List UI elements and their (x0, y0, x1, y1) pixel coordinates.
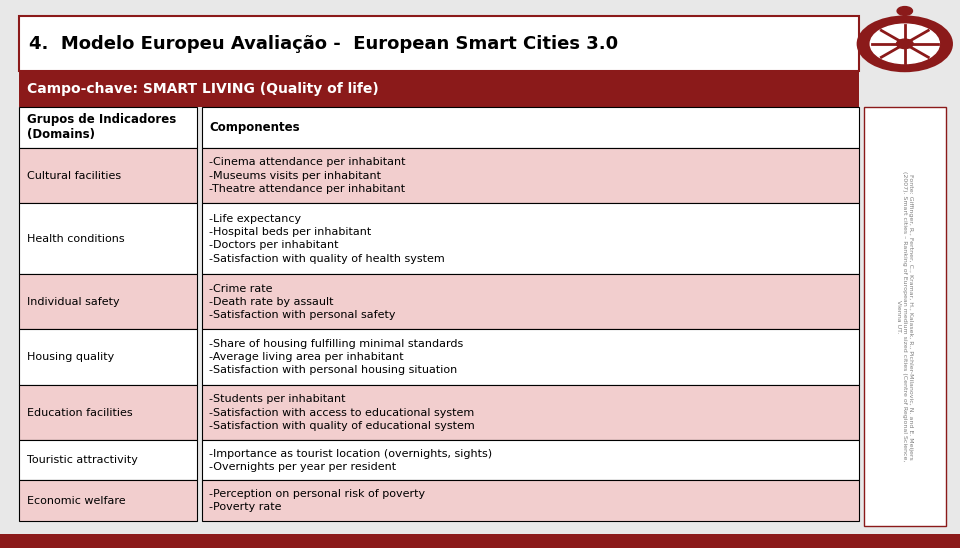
Text: Health conditions: Health conditions (27, 233, 125, 244)
Text: -Cinema attendance per inhabitant
-Museums visits per inhabitant
-Theatre attend: -Cinema attendance per inhabitant -Museu… (209, 157, 406, 194)
Text: Fonte: Giffinger, R., Fertner, C., Kramar, H., Kalasek, R., Pichler-Milanovic, N: Fonte: Giffinger, R., Fertner, C., Krama… (896, 172, 914, 461)
Text: Touristic attractivity: Touristic attractivity (27, 455, 137, 465)
Text: Economic welfare: Economic welfare (27, 495, 126, 505)
Text: Cultural facilities: Cultural facilities (27, 170, 121, 181)
FancyBboxPatch shape (202, 481, 859, 521)
Text: Individual safety: Individual safety (27, 297, 119, 307)
Text: Grupos de Indicadores
(Domains): Grupos de Indicadores (Domains) (27, 113, 176, 141)
Text: -Crime rate
-Death rate by assault
-Satisfaction with personal safety: -Crime rate -Death rate by assault -Sati… (209, 283, 396, 320)
Text: Housing quality: Housing quality (27, 352, 114, 362)
FancyBboxPatch shape (864, 107, 946, 526)
FancyBboxPatch shape (202, 107, 859, 148)
Circle shape (897, 7, 912, 15)
Text: -Students per inhabitant
-Satisfaction with access to educational system
-Satisf: -Students per inhabitant -Satisfaction w… (209, 395, 475, 431)
Text: Componentes: Componentes (209, 121, 300, 134)
Text: -Life expectancy
-Hospital beds per inhabitant
-Doctors per inhabitant
-Satisfac: -Life expectancy -Hospital beds per inha… (209, 214, 445, 264)
FancyBboxPatch shape (202, 203, 859, 274)
FancyBboxPatch shape (19, 107, 197, 148)
FancyBboxPatch shape (0, 534, 960, 548)
FancyBboxPatch shape (19, 203, 197, 274)
FancyBboxPatch shape (19, 385, 197, 440)
Text: Education facilities: Education facilities (27, 408, 132, 418)
FancyBboxPatch shape (202, 440, 859, 481)
FancyBboxPatch shape (202, 274, 859, 329)
FancyBboxPatch shape (19, 16, 859, 71)
FancyBboxPatch shape (202, 385, 859, 440)
Text: 4.  Modelo Europeu Avaliação -  European Smart Cities 3.0: 4. Modelo Europeu Avaliação - European S… (29, 35, 618, 53)
FancyBboxPatch shape (19, 329, 197, 385)
FancyBboxPatch shape (19, 440, 197, 481)
Text: -Perception on personal risk of poverty
-Poverty rate: -Perception on personal risk of poverty … (209, 489, 425, 512)
FancyBboxPatch shape (19, 481, 197, 521)
Circle shape (870, 24, 939, 64)
FancyBboxPatch shape (19, 148, 197, 203)
FancyBboxPatch shape (19, 71, 859, 107)
Text: Campo-chave: SMART LIVING (Quality of life): Campo-chave: SMART LIVING (Quality of li… (27, 82, 378, 96)
FancyBboxPatch shape (202, 148, 859, 203)
FancyBboxPatch shape (202, 329, 859, 385)
Circle shape (858, 18, 950, 70)
FancyBboxPatch shape (19, 274, 197, 329)
Text: -Share of housing fulfilling minimal standards
-Average living area per inhabita: -Share of housing fulfilling minimal sta… (209, 339, 464, 375)
Text: -Importance as tourist location (overnights, sights)
-Overnights per year per re: -Importance as tourist location (overnig… (209, 449, 492, 472)
Circle shape (897, 39, 913, 49)
